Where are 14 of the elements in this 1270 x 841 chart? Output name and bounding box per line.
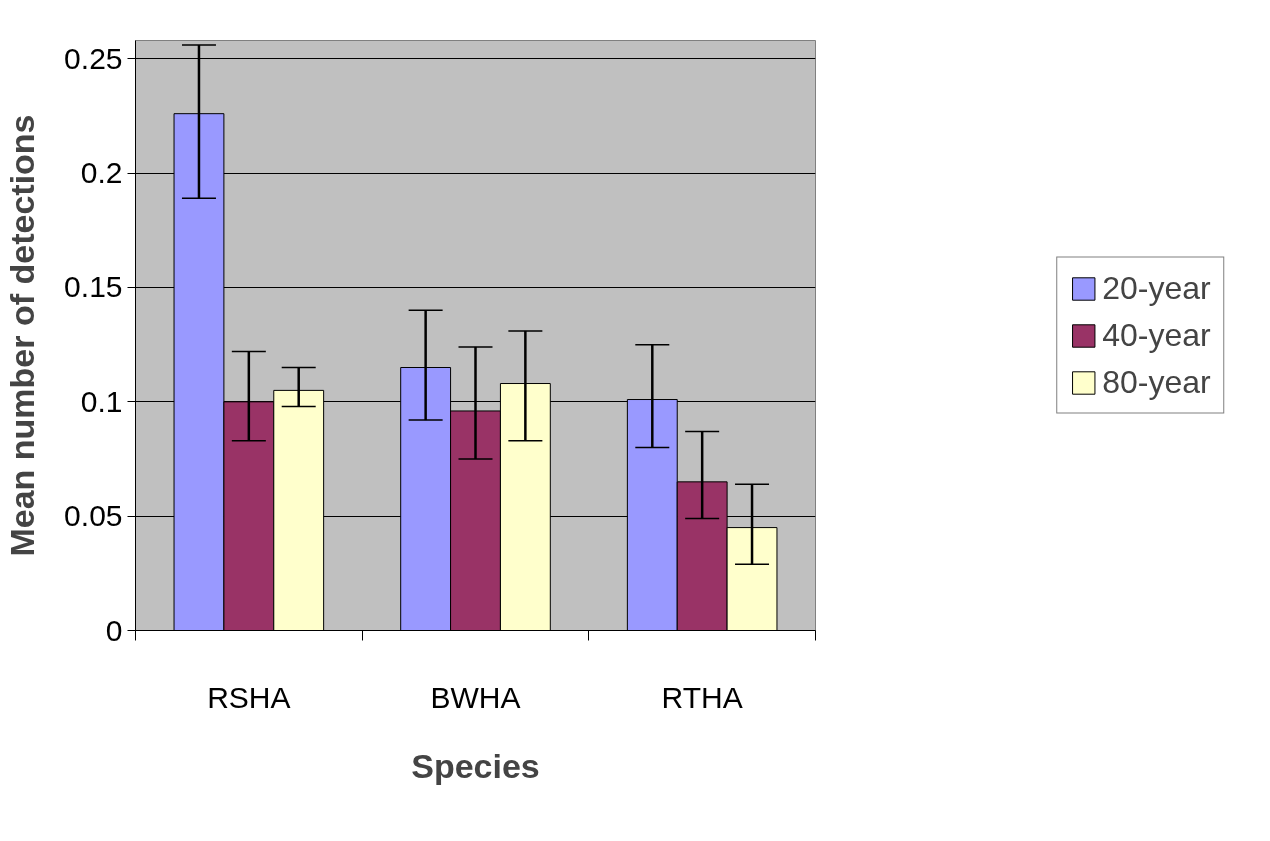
legend-label: 40-year [1102,316,1211,354]
y-tick-label: 0.15 [64,270,123,304]
x-tick-label: RSHA [207,680,291,714]
x-tick-label: RTHA [661,680,743,714]
y-tick-label: 0.2 [80,156,123,190]
x-tick-label: BWHA [430,680,521,714]
y-tick-label: 0 [105,613,123,647]
y-tick-label: 0.05 [64,499,123,533]
x-axis-title: Species [411,746,540,785]
y-axis-title: Mean number of detections [3,114,42,557]
y-tick-label: 0.25 [64,41,123,75]
y-tick-label: 0.1 [80,384,123,418]
legend-label: 80-year [1102,363,1211,401]
legend-label: 20-year [1102,269,1211,307]
